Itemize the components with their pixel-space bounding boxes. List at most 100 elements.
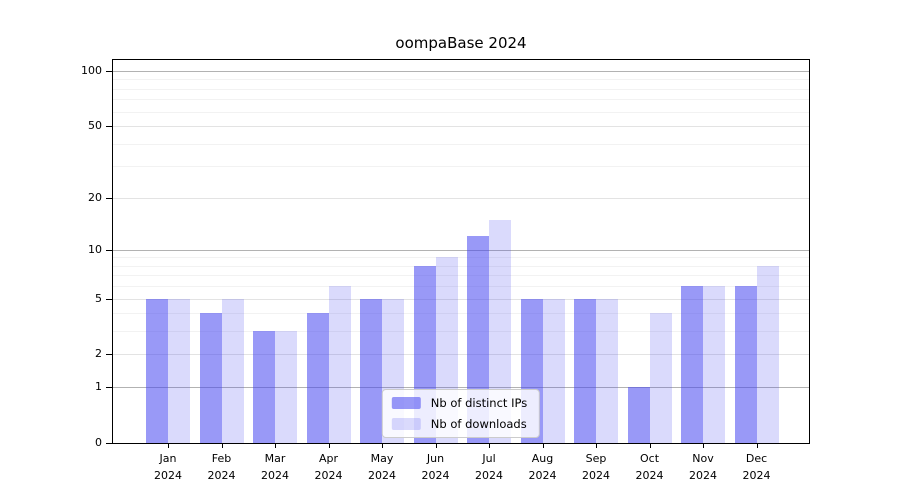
x-tick-mark: [489, 444, 490, 448]
x-tick-mark: [756, 444, 758, 448]
legend-label: Nb of downloads: [430, 417, 527, 431]
gridline-40: [113, 143, 809, 145]
y-tick-label: 1: [95, 380, 102, 394]
gridline-90: [113, 79, 809, 81]
x-tick-label: May 2024: [355, 450, 409, 484]
gridline-1: [113, 387, 809, 389]
legend-label: Nb of distinct IPs: [430, 396, 528, 410]
bar-feb-distinct-ips: [199, 313, 222, 443]
gridline-3: [113, 331, 809, 333]
y-tick-mark: [106, 70, 112, 72]
bar-sep-distinct-ips: [574, 298, 596, 443]
gridline-9: [113, 257, 809, 259]
x-tick-month: Sep: [585, 452, 607, 465]
x-tick-label: Nov 2024: [676, 450, 730, 484]
x-tick-mark: [328, 444, 330, 448]
x-tick-month: Mar: [264, 452, 286, 465]
bar-dec-downloads: [756, 265, 779, 443]
x-tick-month: Dec: [745, 452, 768, 465]
y-tick-label: 2: [95, 347, 102, 361]
y-tick-label: 20: [88, 190, 102, 204]
x-tick-mark: [649, 444, 651, 448]
bar-feb-downloads: [221, 298, 244, 443]
x-tick-month: Jun: [426, 452, 445, 465]
x-tick-year: 2024: [475, 469, 503, 482]
x-tick-mark: [703, 444, 704, 448]
bar-nov-downloads: [703, 286, 725, 443]
x-tick-label: Jul 2024: [462, 450, 516, 484]
bar-apr-distinct-ips: [306, 313, 329, 443]
x-tick-label: Mar 2024: [248, 450, 302, 484]
x-tick-label: Jan 2024: [141, 450, 195, 484]
gridline-30: [113, 166, 809, 168]
bar-jan-downloads: [168, 298, 190, 443]
y-tick-label: 5: [95, 291, 102, 305]
y-tick-mark: [106, 249, 112, 251]
x-tick-label: Jun 2024: [409, 450, 463, 484]
y-tick-mark: [106, 298, 112, 300]
y-tick-mark: [106, 197, 112, 199]
x-tick-mark: [275, 444, 276, 448]
bar-jan-distinct-ips: [146, 298, 168, 443]
x-tick-label: Aug 2024: [516, 450, 570, 484]
bar-mar-downloads: [275, 331, 297, 443]
x-tick-month: Aug: [531, 452, 554, 465]
bar-may-distinct-ips: [360, 298, 382, 443]
bar-aug-downloads: [542, 298, 565, 443]
legend-item-distinct-ips: Nb of distinct IPs: [391, 396, 528, 410]
gridline-10: [113, 249, 809, 251]
y-tick-mark: [106, 443, 112, 444]
x-tick-year: 2024: [742, 469, 771, 482]
x-tick-year: 2024: [689, 469, 717, 482]
bar-oct-distinct-ips: [627, 387, 650, 443]
x-tick-year: 2024: [368, 469, 396, 482]
chart-title: oompaBase 2024: [395, 34, 527, 52]
gridline-4: [113, 313, 809, 315]
bar-sep-downloads: [596, 298, 618, 443]
x-tick-label: Oct 2024: [623, 450, 677, 484]
x-tick-year: 2024: [207, 469, 236, 482]
x-tick-month: Feb: [211, 452, 232, 465]
y-tick-mark: [106, 354, 112, 356]
x-tick-label: Feb 2024: [195, 450, 249, 484]
x-tick-year: 2024: [528, 469, 557, 482]
x-tick-mark: [168, 444, 169, 448]
x-tick-year: 2024: [154, 469, 182, 482]
x-tick-month: Nov: [692, 452, 714, 465]
bar-mar-distinct-ips: [253, 331, 275, 443]
gridline-60: [113, 111, 809, 113]
x-tick-month: May: [370, 452, 394, 465]
x-tick-year: 2024: [582, 469, 610, 482]
x-tick-year: 2024: [421, 469, 450, 482]
y-tick-label: 0: [95, 436, 102, 449]
x-tick-month: Jul: [482, 452, 496, 465]
y-tick-label: 100: [81, 63, 102, 77]
gridline-6: [113, 286, 809, 288]
y-tick-mark: [106, 126, 112, 128]
gridline-5: [113, 298, 809, 300]
gridline-100: [113, 70, 809, 72]
x-tick-month: Oct: [639, 452, 660, 465]
x-tick-month: Apr: [318, 452, 339, 465]
bar-nov-distinct-ips: [681, 286, 703, 443]
x-tick-label: Apr 2024: [302, 450, 356, 484]
x-tick-label: Sep 2024: [569, 450, 623, 484]
y-tick-label: 50: [88, 119, 102, 133]
x-tick-mark: [221, 444, 223, 448]
x-tick-mark: [435, 444, 437, 448]
x-tick-label: Dec 2024: [730, 450, 784, 484]
bar-oct-downloads: [649, 313, 672, 443]
gridline-8: [113, 265, 809, 267]
gridline-80: [113, 88, 809, 90]
bar-apr-downloads: [328, 286, 351, 443]
gridline-70: [113, 99, 809, 101]
bar-jul-downloads: [489, 219, 511, 443]
x-tick-mark: [596, 444, 597, 448]
x-tick-mark: [542, 444, 544, 448]
legend-item-downloads: Nb of downloads: [391, 417, 527, 431]
bar-dec-distinct-ips: [734, 286, 757, 443]
legend: Nb of distinct IPs Nb of downloads: [381, 389, 541, 438]
y-tick-label: 10: [88, 242, 102, 256]
x-tick-year: 2024: [314, 469, 343, 482]
